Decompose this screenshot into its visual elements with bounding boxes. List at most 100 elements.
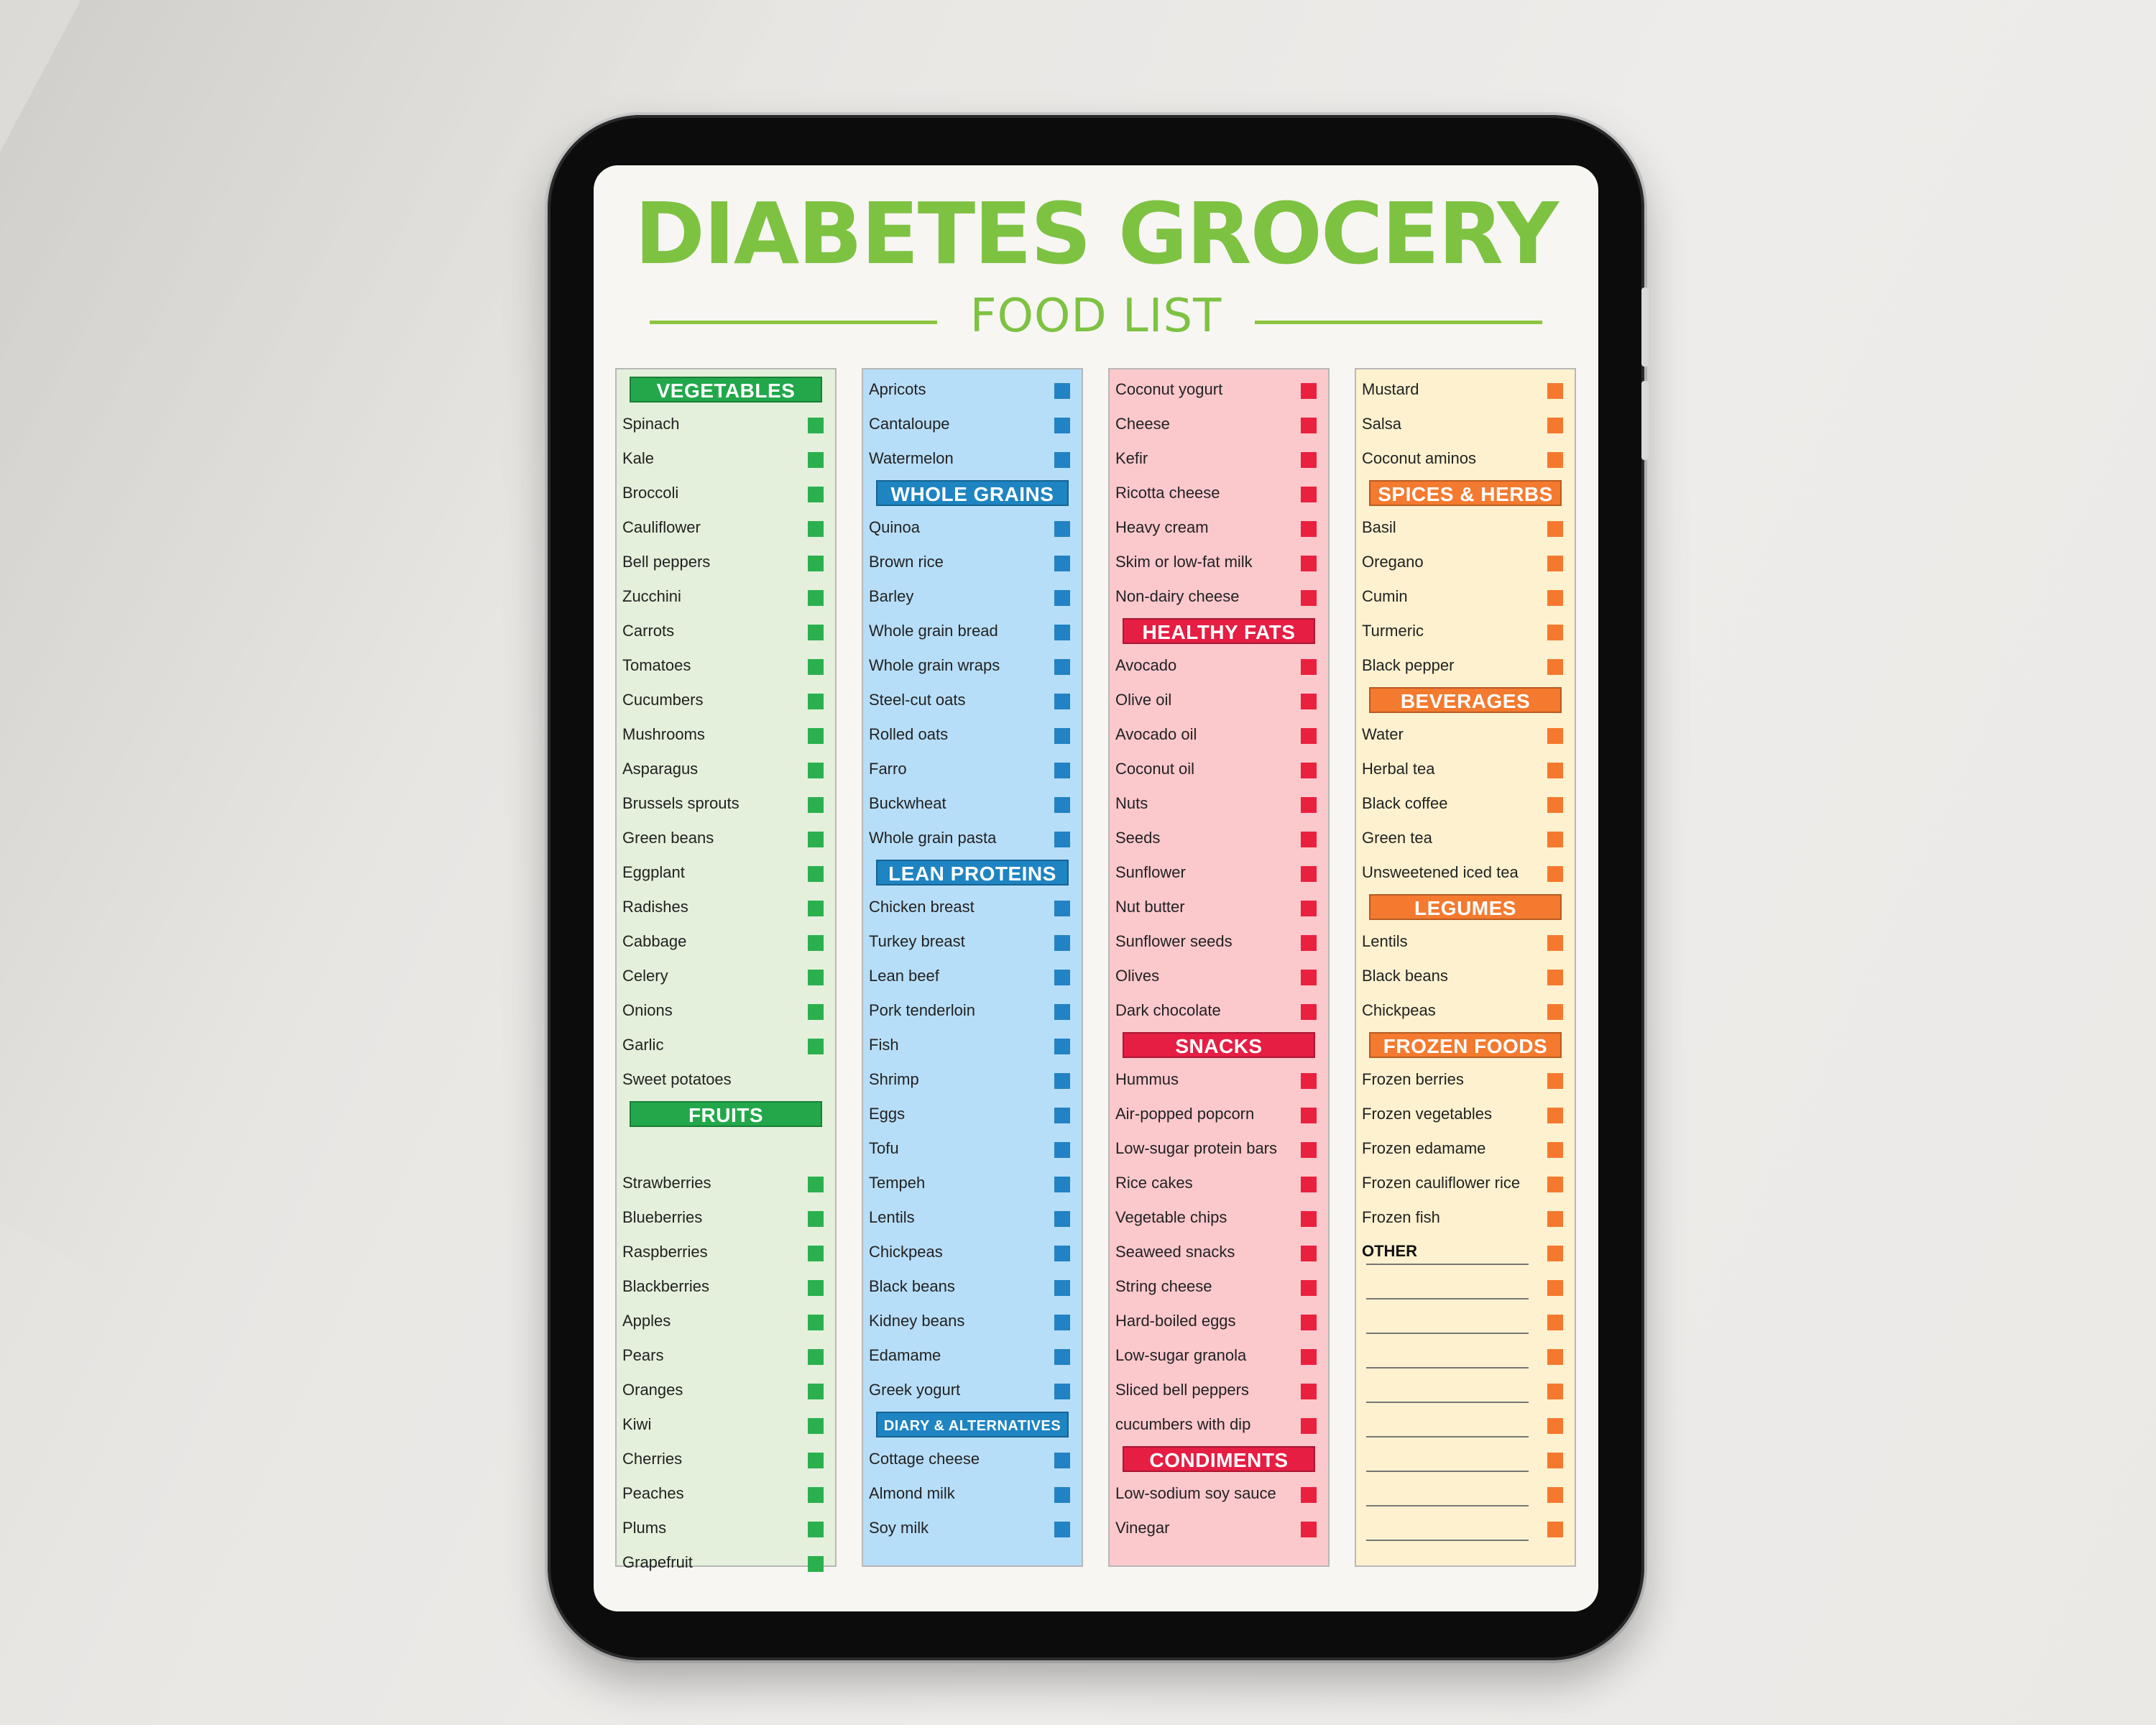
checkbox[interactable] xyxy=(1301,659,1317,675)
checkbox[interactable] xyxy=(1547,383,1563,399)
checkbox[interactable] xyxy=(808,694,824,709)
checkbox[interactable] xyxy=(808,1522,824,1537)
checkbox[interactable] xyxy=(808,1418,824,1434)
checkbox[interactable] xyxy=(1054,1211,1070,1227)
checkbox[interactable] xyxy=(1301,556,1317,571)
checkbox[interactable] xyxy=(1547,1384,1563,1399)
checkbox[interactable] xyxy=(1054,556,1070,571)
checkbox[interactable] xyxy=(1301,763,1317,778)
checkbox[interactable] xyxy=(1054,1246,1070,1261)
checkbox[interactable] xyxy=(1547,1177,1563,1192)
checkbox[interactable] xyxy=(1547,521,1563,537)
checkbox[interactable] xyxy=(808,1556,824,1572)
checkbox[interactable] xyxy=(1054,763,1070,778)
checkbox[interactable] xyxy=(1054,1487,1070,1503)
checkbox[interactable] xyxy=(1054,901,1070,916)
checkbox[interactable] xyxy=(1301,935,1317,951)
checkbox[interactable] xyxy=(1054,1039,1070,1054)
checkbox[interactable] xyxy=(808,1453,824,1468)
checkbox[interactable] xyxy=(1547,1487,1563,1503)
checkbox[interactable] xyxy=(808,866,824,882)
checkbox[interactable] xyxy=(1547,659,1563,675)
checkbox[interactable] xyxy=(1301,1522,1317,1537)
checkbox[interactable] xyxy=(1054,1315,1070,1330)
checkbox[interactable] xyxy=(808,1349,824,1365)
checkbox[interactable] xyxy=(808,1487,824,1503)
checkbox[interactable] xyxy=(1301,590,1317,606)
checkbox[interactable] xyxy=(808,659,824,675)
checkbox[interactable] xyxy=(1301,970,1317,985)
checkbox[interactable] xyxy=(1054,1177,1070,1192)
checkbox[interactable] xyxy=(1054,1280,1070,1296)
write-in-line[interactable] xyxy=(1366,1505,1529,1506)
checkbox[interactable] xyxy=(1054,935,1070,951)
checkbox[interactable] xyxy=(1054,832,1070,847)
checkbox[interactable] xyxy=(808,556,824,571)
write-in-line[interactable] xyxy=(1366,1333,1529,1334)
checkbox[interactable] xyxy=(1547,1280,1563,1296)
checkbox[interactable] xyxy=(808,1246,824,1261)
checkbox[interactable] xyxy=(1547,1142,1563,1158)
checkbox[interactable] xyxy=(1054,1108,1070,1123)
checkbox[interactable] xyxy=(1054,452,1070,468)
checkbox[interactable] xyxy=(808,452,824,468)
checkbox[interactable] xyxy=(1301,1073,1317,1089)
checkbox[interactable] xyxy=(1301,1315,1317,1330)
checkbox[interactable] xyxy=(1547,625,1563,640)
checkbox[interactable] xyxy=(1054,728,1070,744)
checkbox[interactable] xyxy=(1054,383,1070,399)
write-in-line[interactable] xyxy=(1366,1436,1529,1438)
write-in-line[interactable] xyxy=(1366,1402,1529,1403)
checkbox[interactable] xyxy=(1054,521,1070,537)
checkbox[interactable] xyxy=(1054,1004,1070,1020)
checkbox[interactable] xyxy=(1547,797,1563,813)
checkbox[interactable] xyxy=(808,970,824,985)
checkbox[interactable] xyxy=(1301,1211,1317,1227)
checkbox[interactable] xyxy=(808,1039,824,1054)
write-in-line[interactable] xyxy=(1366,1540,1529,1541)
checkbox[interactable] xyxy=(1547,866,1563,882)
checkbox[interactable] xyxy=(808,832,824,847)
checkbox[interactable] xyxy=(1301,452,1317,468)
checkbox[interactable] xyxy=(1547,935,1563,951)
write-in-line[interactable] xyxy=(1366,1367,1529,1368)
checkbox[interactable] xyxy=(1054,1384,1070,1399)
checkbox[interactable] xyxy=(1054,590,1070,606)
checkbox[interactable] xyxy=(1301,1177,1317,1192)
checkbox[interactable] xyxy=(1301,1349,1317,1365)
checkbox[interactable] xyxy=(1547,452,1563,468)
checkbox[interactable] xyxy=(1547,832,1563,847)
checkbox[interactable] xyxy=(1054,1453,1070,1468)
checkbox[interactable] xyxy=(1301,1384,1317,1399)
checkbox[interactable] xyxy=(1054,1522,1070,1537)
checkbox[interactable] xyxy=(1547,1418,1563,1434)
checkbox[interactable] xyxy=(1054,625,1070,640)
write-in-line[interactable] xyxy=(1366,1264,1529,1265)
checkbox[interactable] xyxy=(808,418,824,433)
checkbox[interactable] xyxy=(808,487,824,502)
checkbox[interactable] xyxy=(1547,1522,1563,1537)
checkbox[interactable] xyxy=(1547,418,1563,433)
checkbox[interactable] xyxy=(1054,1142,1070,1158)
checkbox[interactable] xyxy=(808,797,824,813)
checkbox[interactable] xyxy=(808,935,824,951)
checkbox[interactable] xyxy=(1547,1453,1563,1468)
checkbox[interactable] xyxy=(1054,1073,1070,1089)
checkbox[interactable] xyxy=(1054,797,1070,813)
checkbox[interactable] xyxy=(1547,1315,1563,1330)
checkbox[interactable] xyxy=(808,728,824,744)
checkbox[interactable] xyxy=(1301,866,1317,882)
checkbox[interactable] xyxy=(808,1211,824,1227)
checkbox[interactable] xyxy=(808,625,824,640)
checkbox[interactable] xyxy=(1547,556,1563,571)
checkbox[interactable] xyxy=(1547,1073,1563,1089)
checkbox[interactable] xyxy=(1301,383,1317,399)
checkbox[interactable] xyxy=(1547,763,1563,778)
checkbox[interactable] xyxy=(808,1177,824,1192)
write-in-line[interactable] xyxy=(1366,1298,1529,1300)
checkbox[interactable] xyxy=(1054,418,1070,433)
checkbox[interactable] xyxy=(808,763,824,778)
checkbox[interactable] xyxy=(1301,694,1317,709)
checkbox[interactable] xyxy=(808,1315,824,1330)
checkbox[interactable] xyxy=(1301,521,1317,537)
